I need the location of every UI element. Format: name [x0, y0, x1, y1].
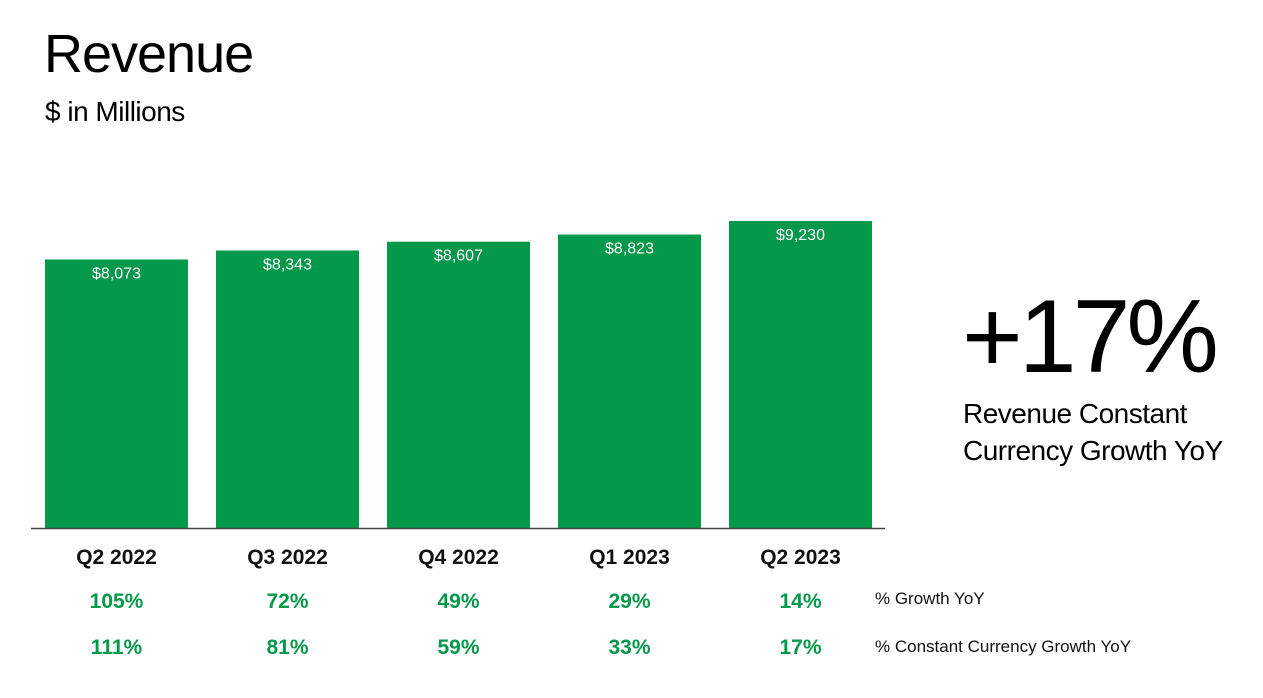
category-label: Q3 2022: [247, 546, 328, 569]
cc-growth-yoy-row-label: % Constant Currency Growth YoY: [875, 637, 1132, 656]
growth-yoy-row-label: % Growth YoY: [875, 589, 985, 608]
bar-value-label: $9,230: [776, 227, 825, 244]
revenue-bar-chart: $8,073 Q2 2022 105% 111% $8,343 Q3 2022 72% 81%…: [31, 221, 885, 659]
cc-growth-callout-value: +17%: [962, 279, 1219, 395]
cc-growth-yoy-value: 17%: [779, 636, 821, 659]
bar-q2-2022: [45, 259, 188, 528]
page-subtitle: $ in Millions: [45, 96, 185, 127]
bar-value-label: $8,343: [263, 257, 312, 274]
category-label: Q4 2022: [418, 546, 499, 569]
cc-growth-yoy-value: 59%: [437, 636, 479, 659]
cc-growth-yoy-value: 81%: [266, 636, 308, 659]
bar-q4-2022: [387, 241, 530, 528]
bar-value-label: $8,607: [434, 248, 483, 265]
growth-yoy-value: 49%: [437, 590, 479, 613]
bar-value-label: $8,823: [605, 241, 654, 258]
bar-q2-2023: [729, 221, 872, 528]
cc-growth-yoy-value: 111%: [91, 636, 143, 659]
growth-yoy-value: 105%: [90, 590, 144, 613]
cc-growth-callout-caption-line2: Currency Growth YoY: [963, 435, 1223, 466]
category-label: Q2 2022: [76, 546, 157, 569]
bar-value-label: $8,073: [92, 265, 141, 282]
bar-q3-2022: [216, 250, 359, 528]
growth-yoy-value: 14%: [779, 590, 821, 613]
growth-yoy-value: 29%: [608, 590, 650, 613]
growth-yoy-value: 72%: [266, 590, 308, 613]
page-title: Revenue: [44, 24, 254, 84]
cc-growth-yoy-value: 33%: [608, 636, 650, 659]
category-label: Q2 2023: [760, 546, 841, 569]
cc-growth-callout-caption-line1: Revenue Constant: [963, 398, 1187, 429]
bar-q1-2023: [558, 234, 701, 528]
category-label: Q1 2023: [589, 546, 670, 569]
